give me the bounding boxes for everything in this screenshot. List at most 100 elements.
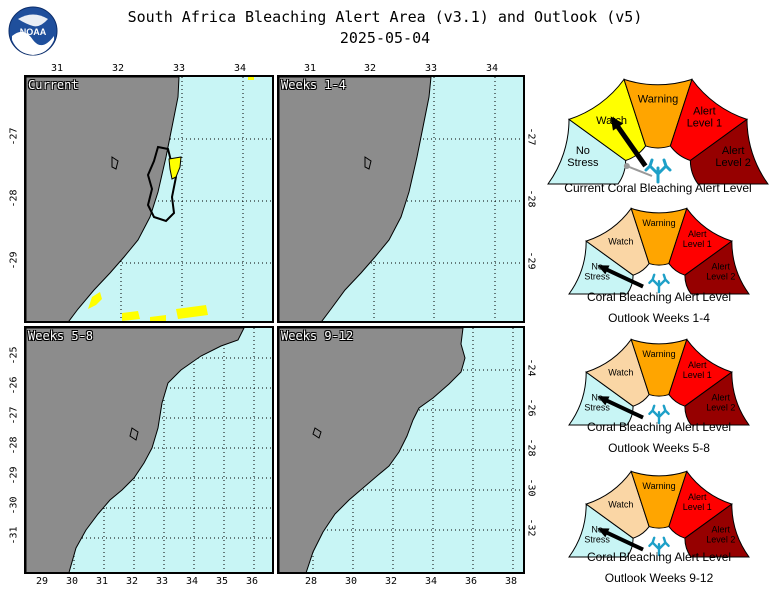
gauge-needle bbox=[600, 528, 644, 552]
page-title: South Africa Bleaching Alert Area (v3.1)… bbox=[127, 8, 643, 26]
gauge-caption: Coral Bleaching Alert Level bbox=[586, 420, 732, 434]
gauge-label-alert-2: Level 2 bbox=[706, 402, 735, 412]
gauge-label-no-stress: Stress bbox=[584, 534, 610, 544]
gauge-caption-period: Outlook Weeks 5-8 bbox=[608, 441, 710, 455]
tick-label: -32 bbox=[525, 518, 537, 537]
gauge-caption: Coral Bleaching Alert Level bbox=[586, 550, 732, 564]
tick-label: -27 bbox=[525, 127, 537, 146]
coral-icon bbox=[648, 273, 670, 294]
tick-label: 31 bbox=[96, 576, 109, 587]
tick-label: 33 bbox=[425, 63, 438, 74]
tick-label: -28 bbox=[525, 189, 537, 208]
map-weeks-9-12 bbox=[279, 328, 523, 572]
gauge-needle-head bbox=[597, 265, 610, 275]
tick-label: -27 bbox=[8, 127, 20, 146]
gauge-label-alert-2: Level 2 bbox=[715, 157, 750, 169]
tick-label: -29 bbox=[8, 251, 20, 270]
gauge-label-warning: Warning bbox=[642, 349, 675, 359]
gauge-label-alert-1: Level 1 bbox=[683, 370, 712, 380]
gauge-label-alert-1: Level 1 bbox=[683, 239, 712, 249]
gauge-label-alert-1: Level 1 bbox=[683, 502, 712, 512]
gauge-label-no-stress: Stress bbox=[584, 271, 610, 281]
gauge-label-alert-2: Alert bbox=[712, 261, 731, 271]
gauge-previous-needle bbox=[626, 165, 653, 177]
map-weeks-1-4 bbox=[279, 77, 523, 321]
panel-label-weeks-1-4: Weeks 1-4 bbox=[281, 78, 347, 92]
tick-label: -27 bbox=[8, 406, 20, 425]
gauge-segment-alert-2 bbox=[684, 371, 750, 426]
tick-label: 34 bbox=[486, 63, 499, 74]
header: NOAA South Africa Bleaching Alert Area (… bbox=[0, 0, 770, 60]
gauge-caption-period: Outlook Weeks 1-4 bbox=[608, 311, 710, 325]
tick-label: -24 bbox=[525, 358, 537, 377]
tick-label: -30 bbox=[525, 478, 537, 497]
tick-label: -26 bbox=[525, 398, 537, 417]
tick-label: -29 bbox=[525, 251, 537, 270]
tick-label: 34 bbox=[186, 576, 199, 587]
gauge-needle-head bbox=[597, 528, 610, 538]
gauge-label-warning: Warning bbox=[642, 218, 675, 228]
gauge-needle bbox=[610, 118, 648, 168]
gauge-segment-alert-2 bbox=[684, 503, 750, 558]
tick-label: 31 bbox=[304, 63, 317, 74]
tick-label: 28 bbox=[305, 576, 318, 587]
coral-icon bbox=[644, 158, 672, 184]
gauge-label-watch: Watch bbox=[608, 499, 633, 509]
gauge-needle-head bbox=[597, 396, 610, 406]
tick-label: -28 bbox=[8, 189, 20, 208]
map-current bbox=[26, 77, 272, 321]
gauge-previous-needle-tip bbox=[623, 163, 630, 169]
tick-label: -26 bbox=[8, 376, 20, 395]
gauge-label-no-stress: No bbox=[591, 524, 603, 534]
gauge-label-alert-1: Level 1 bbox=[687, 118, 722, 130]
gauge-needle bbox=[600, 265, 644, 289]
noaa-logo-text: NOAA bbox=[20, 27, 47, 37]
gauge-label-watch: Watch bbox=[608, 367, 633, 377]
tick-label: 36 bbox=[465, 576, 478, 587]
gauge-label-alert-2: Alert bbox=[722, 145, 745, 157]
noaa-logo: NOAA bbox=[8, 6, 58, 56]
gauge-caption-period: Outlook Weeks 9-12 bbox=[604, 571, 714, 585]
gauge-label-alert-2: Level 2 bbox=[706, 534, 735, 544]
page-date: 2025-05-04 bbox=[339, 29, 431, 47]
tick-label: 38 bbox=[505, 576, 518, 587]
tick-label: 36 bbox=[246, 576, 259, 587]
map-panel-current: Current bbox=[24, 75, 274, 323]
coral-icon bbox=[648, 536, 670, 557]
tick-label: 34 bbox=[425, 576, 438, 587]
gauge-segment-alert-2 bbox=[689, 118, 769, 185]
map-weeks-5-8 bbox=[26, 328, 272, 572]
gauge-needle-head bbox=[610, 116, 624, 131]
tick-label: 32 bbox=[364, 63, 377, 74]
tick-label: 32 bbox=[126, 576, 139, 587]
gauge-label-no-stress: Stress bbox=[567, 157, 599, 169]
map-panel-weeks-1-4: Weeks 1-4 bbox=[277, 75, 525, 323]
tick-label: -28 bbox=[525, 438, 537, 457]
gauge-label-no-stress: No bbox=[591, 261, 603, 271]
panel-label-weeks-5-8: Weeks 5-8 bbox=[28, 329, 94, 343]
gauge-needle bbox=[600, 396, 644, 420]
tick-label: 30 bbox=[66, 576, 79, 587]
gauge-label-alert-1: Alert bbox=[688, 492, 707, 502]
tick-label: -29 bbox=[8, 466, 20, 485]
tick-label: 31 bbox=[51, 63, 64, 74]
gauge-caption: Current Coral Bleaching Alert Level bbox=[564, 181, 752, 195]
gauge-label-alert-1: Alert bbox=[688, 360, 707, 370]
gauge-caption: Coral Bleaching Alert Level bbox=[586, 290, 732, 304]
gauge-label-alert-2: Level 2 bbox=[706, 271, 735, 281]
gauge-label-alert-2: Alert bbox=[712, 392, 731, 402]
gauge-label-no-stress: No bbox=[576, 145, 590, 157]
gauge-label-warning: Warning bbox=[638, 94, 679, 106]
map-panel-weeks-9-12: Weeks 9-12 bbox=[277, 326, 525, 574]
panel-label-weeks-9-12: Weeks 9-12 bbox=[281, 329, 354, 343]
gauge-label-alert-1: Alert bbox=[693, 106, 716, 118]
gauge-label-watch: Watch bbox=[608, 236, 633, 246]
tick-label: 29 bbox=[36, 576, 49, 587]
gauge-label-alert-1: Alert bbox=[688, 229, 707, 239]
tick-label: 30 bbox=[345, 576, 358, 587]
